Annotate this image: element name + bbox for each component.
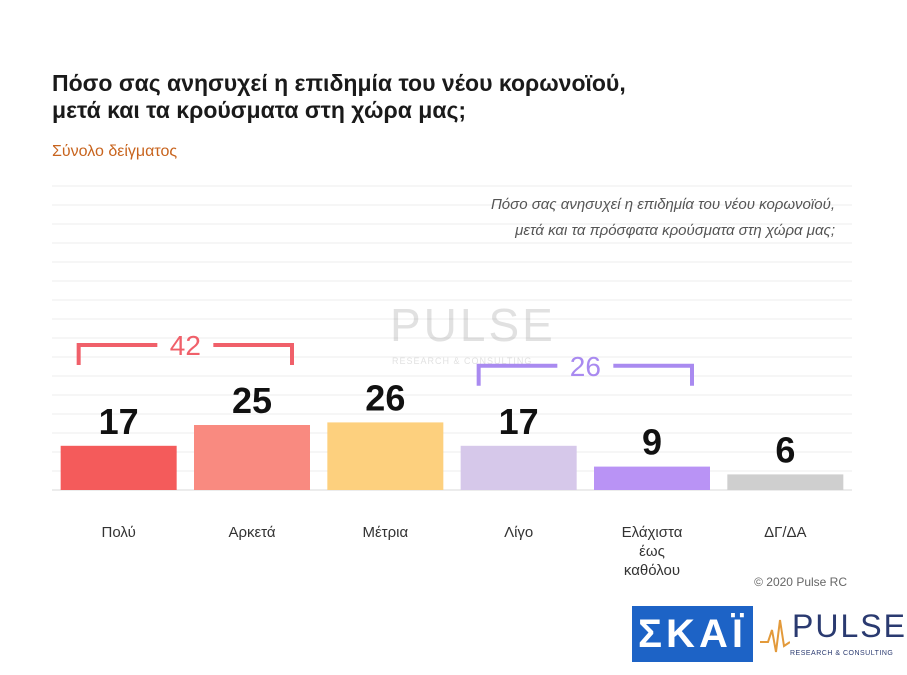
category-label: Πολύ [102,524,136,541]
pulse-wave-icon [760,619,790,653]
bar [60,445,177,490]
category-label: Λίγο [504,524,533,541]
category-label: Αρκετά [228,524,275,541]
copyright-text: © 2020 Pulse RC [754,575,847,589]
data-label: 6 [775,429,795,470]
question-line2: μετά και τα πρόσφατα κρούσματα στη χώρα … [515,222,835,239]
pulse-logo: PULSE RESEARCH & CONSULTING [760,606,905,662]
chart-subtitle: Σύνολο δείγματος [52,143,178,160]
category-label: ΔΓ/ΔΑ [764,524,806,541]
chart-title-line1: Πόσο σας ανησυχεί η επιδημία του νέου κο… [52,70,626,96]
pulse-logo-tag: RESEARCH & CONSULTING [790,650,894,657]
bracket-annotation [476,363,694,386]
question-line1: Πόσο σας ανησυχεί η επιδημία του νέου κο… [490,196,835,213]
data-label: 17 [99,401,139,442]
category-label: έως [639,543,665,560]
bracket-label: 42 [170,330,201,361]
skai-logo: ΣΚΑΪ [632,606,753,662]
question-text: Πόσο σας ανησυχεί η επιδημία του νέου κο… [355,192,835,244]
bracket-label: 26 [570,351,601,382]
pulse-logo-word: PULSE [792,608,907,644]
chart-title-line2: μετά και τα κρούσματα στη χώρα μας; [52,97,467,123]
category-label: Ελάχιστα [622,524,683,541]
data-label: 26 [365,377,405,418]
bar [594,466,710,490]
bar [460,445,577,490]
chart-title: Πόσο σας ανησυχεί η επιδημία του νέου κο… [52,70,812,124]
data-label: 9 [642,422,662,463]
bar [327,422,444,490]
category-label: καθόλου [624,562,680,579]
data-label: 17 [499,401,539,442]
bar [727,474,844,490]
category-label: Μέτρια [363,524,409,541]
bracket-annotation [76,343,294,365]
bar [194,425,310,490]
data-label: 25 [232,380,272,421]
